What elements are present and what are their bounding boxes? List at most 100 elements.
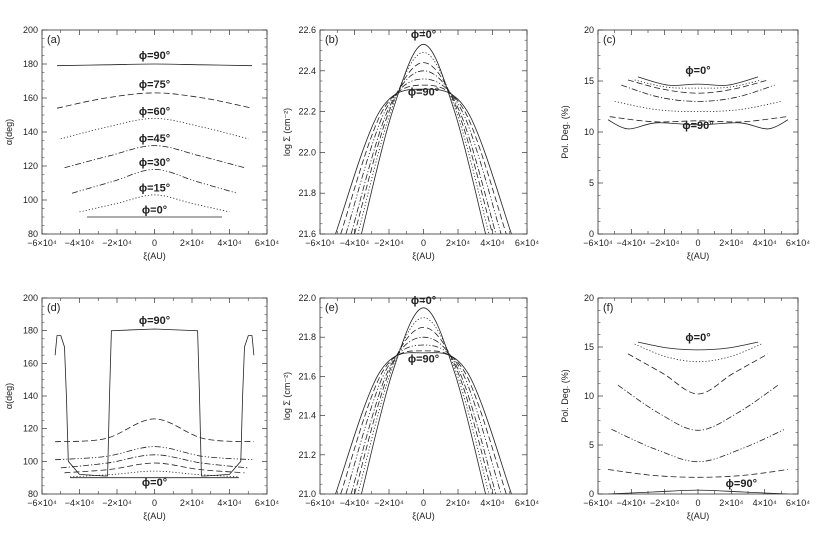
x-tick-label: −2×10⁴: [102, 238, 132, 248]
panel-label: (f): [603, 302, 613, 314]
series-line: [64, 462, 245, 474]
x-tick-label: −6×10⁴: [305, 498, 335, 508]
x-tick-label: 0: [152, 498, 157, 508]
y-tick-label: 140: [23, 391, 38, 401]
y-tick-label: 180: [23, 59, 38, 69]
x-tick-label: −2×10⁴: [102, 498, 132, 508]
y-tick-label: 180: [23, 326, 38, 336]
series-line: [350, 336, 497, 494]
curve-label: ϕ=30°: [139, 157, 170, 169]
series-line: [79, 194, 230, 213]
x-tick-label: 4×10⁴: [480, 498, 504, 508]
series-line: [56, 63, 253, 67]
curve-label: ϕ=45°: [139, 133, 170, 145]
series-line: [60, 117, 249, 140]
plot-frame: [319, 29, 528, 235]
series-line: [634, 79, 762, 89]
y-tick-label: 21.6: [298, 229, 316, 239]
plot-frame: [597, 29, 799, 235]
x-tick-label: −6×10⁴: [27, 498, 57, 508]
series-line: [634, 343, 762, 363]
curve-label: ϕ=15°: [139, 183, 170, 195]
y-tick-label: 100: [23, 195, 38, 205]
y-tick-label: 21.8: [298, 332, 316, 342]
plot-frame: [597, 297, 799, 495]
curve-label: ϕ=60°: [139, 106, 170, 118]
x-axis-label: ξ(AU): [143, 511, 166, 521]
panel-label: (c): [603, 34, 616, 46]
x-tick-label: −2×10⁴: [650, 498, 680, 508]
y-tick-label: 20: [584, 293, 594, 303]
series-line: [607, 489, 789, 494]
x-tick-label: 4×10⁴: [217, 238, 241, 248]
curve-label: ϕ=0°: [142, 477, 167, 489]
curve-label: ϕ=0°: [142, 205, 167, 217]
x-tick-label: 4×10⁴: [480, 238, 504, 248]
series-line: [361, 307, 486, 494]
series-line: [354, 62, 493, 234]
y-tick-label: 5: [589, 178, 594, 188]
y-tick-label: 21.2: [298, 450, 316, 460]
y-tick-label: 22.0: [298, 147, 316, 157]
series-line: [340, 350, 507, 494]
series-line: [54, 328, 255, 477]
series-line: [71, 168, 238, 194]
x-tick-label: 6×10⁴: [255, 238, 279, 248]
y-tick-label: 5: [589, 440, 594, 450]
series-line: [64, 145, 245, 169]
y-tick-label: 200: [23, 293, 38, 303]
x-tick-label: −4×10⁴: [340, 498, 370, 508]
panel-label: (d): [47, 302, 60, 314]
series-line: [357, 317, 490, 494]
series-line: [617, 384, 779, 431]
y-tick-label: 15: [584, 342, 594, 352]
series-line: [627, 353, 769, 395]
y-tick-label: 100: [23, 456, 38, 466]
curve-label: ϕ=75°: [139, 79, 170, 91]
series-line: [607, 469, 789, 478]
x-axis-label: ξ(AU): [687, 511, 710, 521]
series-line: [627, 79, 769, 94]
panel-a: −6×10⁴ −4×10⁴ −2×10⁴ 0 2×10⁴ 4×10⁴ 6×10⁴ 80 100 1…: [4, 25, 279, 261]
x-tick-label: −4×10⁴: [340, 238, 370, 248]
series-line: [607, 119, 789, 130]
x-axis-label: ξ(AU): [412, 251, 435, 261]
series-line: [70, 470, 239, 478]
series-line: [354, 326, 493, 494]
panel-label: (a): [47, 34, 60, 46]
series-line: [357, 51, 490, 234]
curve-label: ϕ=90°: [408, 86, 439, 98]
curve-label: ϕ=90°: [408, 354, 439, 366]
x-tick-label: −4×10⁴: [65, 498, 95, 508]
x-tick-label: −6×10⁴: [305, 238, 335, 248]
x-tick-label: 0: [695, 498, 700, 508]
series-line: [621, 84, 775, 102]
x-tick-label: 4×10⁴: [217, 498, 241, 508]
series-line: [609, 116, 787, 123]
y-tick-label: 160: [23, 358, 38, 368]
panel-b: −6×10⁴ −4×10⁴ −2×10⁴ 0 2×10⁴ 4×10⁴ 6×10⁴ 21.6 21…: [282, 25, 539, 261]
y-tick-label: 0: [589, 489, 594, 499]
x-tick-label: −2×10⁴: [374, 498, 404, 508]
y-tick-label: 80: [28, 489, 38, 499]
y-tick-label: 22.6: [298, 25, 316, 35]
panel-d: −6×10⁴ −4×10⁴ −2×10⁴ 0 2×10⁴ 4×10⁴ 6×10⁴ 80 100 1…: [4, 293, 279, 521]
curve-label: ϕ=0°: [685, 332, 710, 344]
curve-label: ϕ=90°: [139, 315, 170, 327]
y-tick-label: 10: [584, 391, 594, 401]
y-axis-label: Pol. Deg. (%): [560, 105, 570, 159]
y-axis-label: log Σ (cm⁻²): [282, 372, 292, 420]
x-axis-label: ξ(AU): [143, 251, 166, 261]
series-line: [637, 341, 759, 351]
panel-e: −6×10⁴ −4×10⁴ −2×10⁴ 0 2×10⁴ 4×10⁴ 6×10⁴ 21.0 21…: [282, 293, 539, 521]
x-tick-label: −2×10⁴: [650, 238, 680, 248]
y-tick-label: 10: [584, 127, 594, 137]
curve-label: ϕ=90°: [726, 478, 757, 490]
x-tick-label: −4×10⁴: [65, 238, 95, 248]
x-tick-label: 2×10⁴: [180, 238, 204, 248]
series-line: [56, 92, 253, 109]
x-tick-label: −6×10⁴: [583, 238, 613, 248]
curve-label: ϕ=90°: [682, 120, 713, 132]
y-tick-label: 21.6: [298, 371, 316, 381]
y-tick-label: 200: [23, 25, 38, 35]
